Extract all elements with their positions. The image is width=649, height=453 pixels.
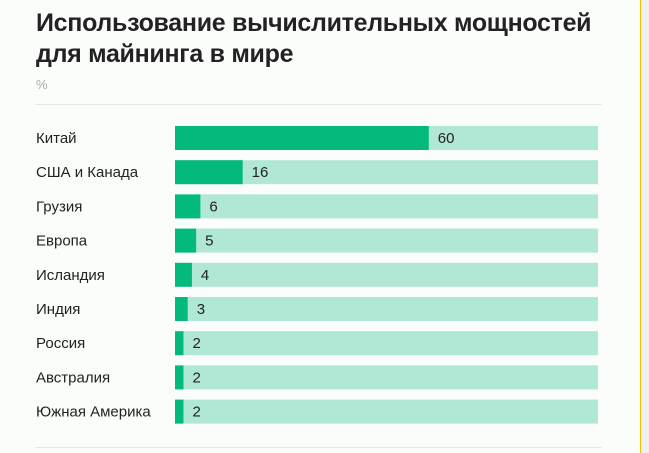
bar — [175, 331, 184, 356]
value-label: 2 — [192, 404, 200, 421]
value-label: 2 — [192, 369, 200, 386]
chart-title: Использование вычислительных мощностей д… — [36, 9, 592, 68]
unit-label: % — [36, 77, 48, 92]
top-divider — [36, 104, 602, 105]
window-edge — [640, 0, 641, 453]
bar-track — [175, 365, 598, 390]
bar-track — [175, 297, 598, 321]
value-label: 3 — [197, 301, 205, 318]
category-label: Индия — [36, 301, 80, 318]
bar — [175, 297, 188, 321]
bottom-divider — [36, 447, 602, 448]
value-label: 4 — [201, 267, 209, 284]
category-label: Южная Америка — [36, 404, 151, 421]
bar — [175, 399, 184, 424]
bar-track — [175, 399, 598, 424]
value-label: 16 — [252, 164, 269, 181]
bar — [175, 194, 201, 219]
bar-track — [175, 331, 598, 356]
value-label: 2 — [192, 335, 200, 352]
category-label: Исландия — [36, 267, 105, 284]
bar-track — [175, 194, 598, 219]
bar-track — [175, 262, 598, 287]
bar — [175, 160, 243, 185]
value-label: 60 — [438, 130, 455, 147]
bar — [175, 228, 197, 253]
category-label: Китай — [36, 130, 77, 147]
value-label: 5 — [205, 233, 213, 250]
category-label: Россия — [36, 335, 85, 352]
background-strip — [641, 0, 649, 453]
bar — [175, 365, 184, 390]
bar — [175, 126, 429, 150]
bar — [175, 262, 192, 287]
category-label: Грузия — [36, 198, 82, 215]
value-label: 6 — [209, 198, 217, 215]
bar-chart: Китай 60 США и Канада 16 Грузия 6 Европа 5 Ислан… — [36, 126, 598, 424]
category-label: Австралия — [36, 369, 110, 386]
bar-track — [175, 228, 598, 253]
category-label: Европа — [36, 233, 88, 250]
category-label: США и Канада — [36, 164, 139, 181]
bar-track — [175, 160, 598, 185]
